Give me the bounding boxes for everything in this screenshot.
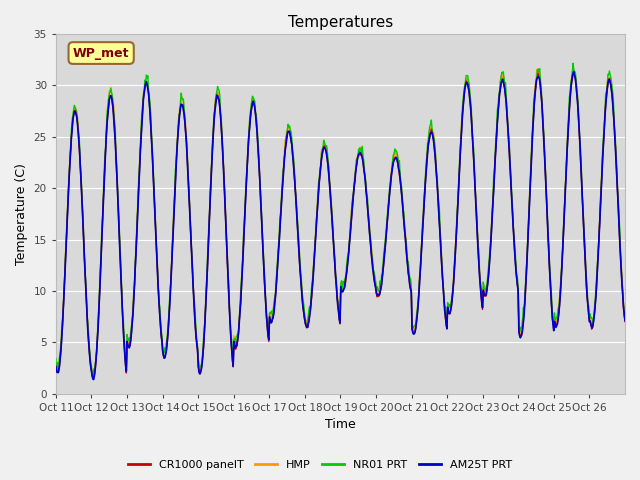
Text: WP_met: WP_met [73,47,129,60]
NR01 PRT [52,356,60,361]
HMP [224,271,232,277]
NR01 PRT [89,376,97,382]
CR1000 panelT [224,275,232,281]
Y-axis label: Temperature (C): Temperature (C) [15,163,28,265]
Line: AM25T PRT: AM25T PRT [56,72,625,380]
CR1000 panelT [621,319,629,324]
AM25T PRT [52,364,60,370]
AM25T PRT [224,276,232,282]
NR01 PRT [400,209,408,215]
HMP [252,112,260,118]
AM25T PRT [252,119,260,124]
AM25T PRT [120,328,127,334]
Line: NR01 PRT: NR01 PRT [56,63,625,379]
CR1000 panelT [432,161,440,167]
Legend: CR1000 panelT, HMP, NR01 PRT, AM25T PRT: CR1000 panelT, HMP, NR01 PRT, AM25T PRT [124,456,516,474]
HMP [52,363,60,369]
HMP [400,213,408,218]
CR1000 panelT [252,119,260,125]
HMP [534,66,542,72]
AM25T PRT [274,262,282,268]
AM25T PRT [621,318,629,324]
X-axis label: Time: Time [325,419,356,432]
CR1000 panelT [52,364,60,370]
HMP [274,257,282,263]
NR01 PRT [432,155,440,160]
NR01 PRT [120,317,127,323]
HMP [621,316,629,322]
HMP [432,154,440,160]
NR01 PRT [224,272,232,277]
CR1000 panelT [274,262,282,267]
NR01 PRT [621,313,629,319]
CR1000 panelT [400,219,408,225]
HMP [120,322,127,328]
AM25T PRT [432,162,440,168]
Line: CR1000 panelT: CR1000 panelT [56,73,625,378]
Title: Temperatures: Temperatures [288,15,393,30]
AM25T PRT [400,218,408,224]
NR01 PRT [569,60,577,66]
AM25T PRT [570,69,578,74]
CR1000 panelT [89,375,97,381]
HMP [90,373,97,379]
NR01 PRT [252,111,260,117]
CR1000 panelT [534,70,542,76]
AM25T PRT [90,377,97,383]
CR1000 panelT [120,328,127,334]
NR01 PRT [274,256,282,262]
Line: HMP: HMP [56,69,625,376]
